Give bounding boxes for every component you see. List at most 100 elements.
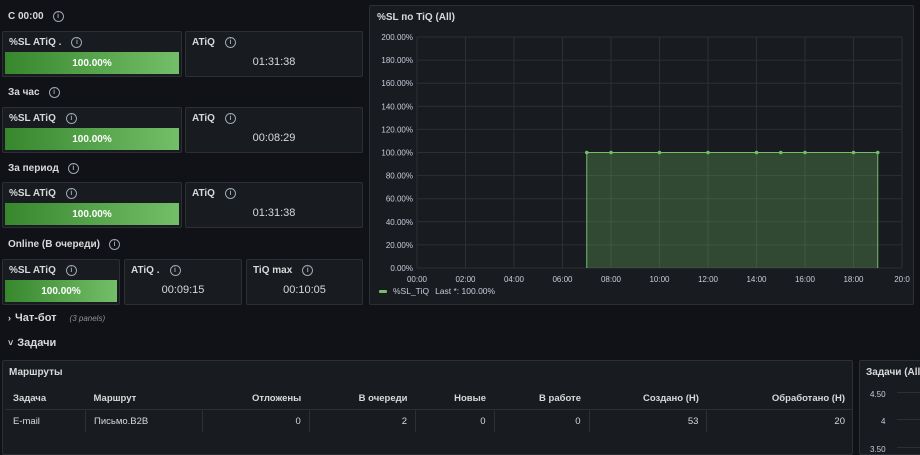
info-icon[interactable]: i: [71, 37, 83, 48]
series-area: [586, 152, 878, 268]
data-point: [778, 150, 783, 155]
table-row: E-mail Письмо.B2B 0 2 0 0 53 20: [5, 409, 853, 432]
sl-tiq-chart-panel: %SL по TiQ (All) 0.00% 20.00% 40.00% 60.00%…: [369, 5, 914, 305]
data-point: [657, 150, 662, 155]
section-title-online: Online (В очереди) i: [8, 239, 120, 250]
y-tick-label: 160.00%: [381, 79, 413, 88]
table-cell: 20: [834, 415, 845, 427]
column-header[interactable]: В работе: [494, 387, 589, 410]
data-point: [584, 150, 589, 155]
y-tick-label: 4.50: [870, 390, 886, 399]
y-tick-label: 60.00%: [386, 195, 413, 204]
info-icon[interactable]: i: [224, 113, 236, 124]
info-icon[interactable]: i: [67, 163, 79, 174]
table-cell: 0: [415, 409, 495, 432]
x-tick-label: 18:00: [843, 275, 864, 284]
info-icon[interactable]: i: [302, 265, 314, 276]
legend-last-value: Last *: 100.00%: [435, 286, 496, 296]
info-icon[interactable]: i: [52, 11, 64, 22]
chart-title: %SL по TiQ (All): [377, 12, 455, 23]
info-icon[interactable]: i: [65, 113, 77, 124]
sl-atiq-panel-3: %SL ATiQ i 100.00%: [2, 182, 182, 228]
data-point: [803, 150, 807, 155]
routes-table: Задача Маршрут Отложены В очереди Новые В раб…: [5, 387, 853, 432]
table-cell: 2: [309, 409, 416, 432]
sl-gauge-bar: 100.00%: [5, 52, 179, 74]
info-icon[interactable]: i: [224, 188, 236, 199]
section-title-since-midnight: С 00:00 i: [8, 11, 64, 22]
tiq-max-panel: TiQ max i 00:10:05: [246, 259, 363, 305]
y-tick-label: 20.00%: [386, 241, 413, 250]
tasks-all-panel: Задачи (All) 4.50 4 3.50: [859, 360, 920, 455]
data-point: [754, 150, 759, 155]
data-point: [706, 150, 710, 155]
data-point: [875, 150, 880, 155]
y-tick-label: 3.50: [870, 445, 886, 454]
column-header[interactable]: Отложены: [202, 387, 310, 410]
legend-series-name: %SL_TiQ: [393, 286, 430, 296]
x-tick-label: 10:00: [649, 275, 670, 284]
column-header[interactable]: Новые: [415, 387, 494, 410]
atiq-value: 01:31:38: [252, 56, 296, 68]
sl-gauge-bar: 100.00%: [5, 128, 179, 150]
table-cell: 0: [494, 409, 590, 432]
column-header[interactable]: Маршрут: [85, 387, 203, 410]
y-tick-label: 100.00%: [381, 149, 413, 158]
y-tick-label: 4: [881, 417, 886, 426]
atiq-value: 00:09:15: [161, 284, 205, 296]
atiq-panel-2: ATiQ i 00:08:29: [185, 107, 363, 153]
column-header[interactable]: Обработано (Н): [706, 387, 853, 410]
section-title-per-period: За период i: [8, 163, 79, 174]
sl-gauge-bar: 100.00%: [5, 280, 117, 302]
info-icon[interactable]: i: [224, 37, 236, 48]
grid-line: [897, 447, 920, 448]
x-tick-label: 00:00: [407, 275, 428, 284]
sl-atiq-panel-2: %SL ATiQ i 100.00%: [2, 107, 182, 153]
atiq-panel-4: ATiQ .i 00:09:15: [124, 259, 242, 305]
x-tick-label: 02:00: [455, 275, 476, 284]
routes-title: Маршруты: [9, 367, 63, 378]
y-tick-label: 0.00%: [390, 264, 413, 273]
x-tick-label: 12:00: [698, 275, 719, 284]
info-icon[interactable]: i: [108, 239, 120, 250]
legend-swatch: [379, 289, 387, 293]
y-tick-label: 80.00%: [386, 172, 413, 181]
info-icon[interactable]: i: [169, 265, 181, 276]
y-tick-label: 200.00%: [381, 33, 413, 42]
row-tasks-toggle[interactable]: ˅ Задачи: [8, 337, 57, 349]
info-icon[interactable]: i: [48, 87, 60, 98]
sl-atiq-panel-4: %SL ATiQ i 100.00%: [2, 259, 120, 305]
atiq-value: 01:31:38: [252, 207, 296, 219]
table-cell: 53: [589, 409, 708, 432]
tasks-all-title: Задачи (All): [866, 367, 920, 378]
sl-tiq-chart: 0.00% 20.00% 40.00% 60.00% 80.00% 100.00% 120.…: [381, 33, 910, 284]
grid-line: [897, 392, 920, 393]
table-cell: Письмо.B2B: [85, 409, 203, 432]
sl-atiq-panel-1: %SL ATiQ .i 100.00%: [2, 31, 182, 77]
column-header[interactable]: В очереди: [309, 387, 416, 410]
tiq-max-value: 00:10:05: [283, 284, 326, 296]
chevron-right-icon: ›: [8, 313, 11, 323]
data-point: [851, 150, 856, 155]
row-chatbot-toggle[interactable]: › Чат-бот (3 panels): [8, 312, 106, 324]
x-tick-label: 20:0: [894, 275, 910, 284]
atiq-panel-1: ATiQ i 01:31:38: [185, 31, 363, 77]
info-icon[interactable]: i: [65, 265, 77, 276]
routes-panel: Маршруты Задача Маршрут Отложены В очереди Н…: [2, 360, 853, 455]
sl-gauge-bar: 100.00%: [5, 203, 179, 225]
section-title-per-hour: За час i: [8, 87, 60, 98]
x-tick-label: 04:00: [504, 275, 525, 284]
grid-line: [897, 419, 920, 420]
x-tick-label: 06:00: [552, 275, 573, 284]
column-header[interactable]: Задача: [5, 387, 86, 410]
x-tick-label: 16:00: [795, 275, 816, 284]
table-cell: E-mail: [5, 409, 87, 432]
chart-legend[interactable]: %SL_TiQ Last *: 100.00%: [379, 286, 495, 296]
atiq-panel-3: ATiQ i 01:31:38: [185, 182, 363, 228]
x-tick-label: 08:00: [601, 275, 622, 284]
info-icon[interactable]: i: [65, 188, 77, 199]
y-tick-label: 40.00%: [386, 218, 413, 227]
column-header[interactable]: Создано (Н): [589, 387, 707, 410]
y-tick-label: 140.00%: [381, 102, 413, 111]
y-tick-label: 180.00%: [381, 56, 413, 65]
